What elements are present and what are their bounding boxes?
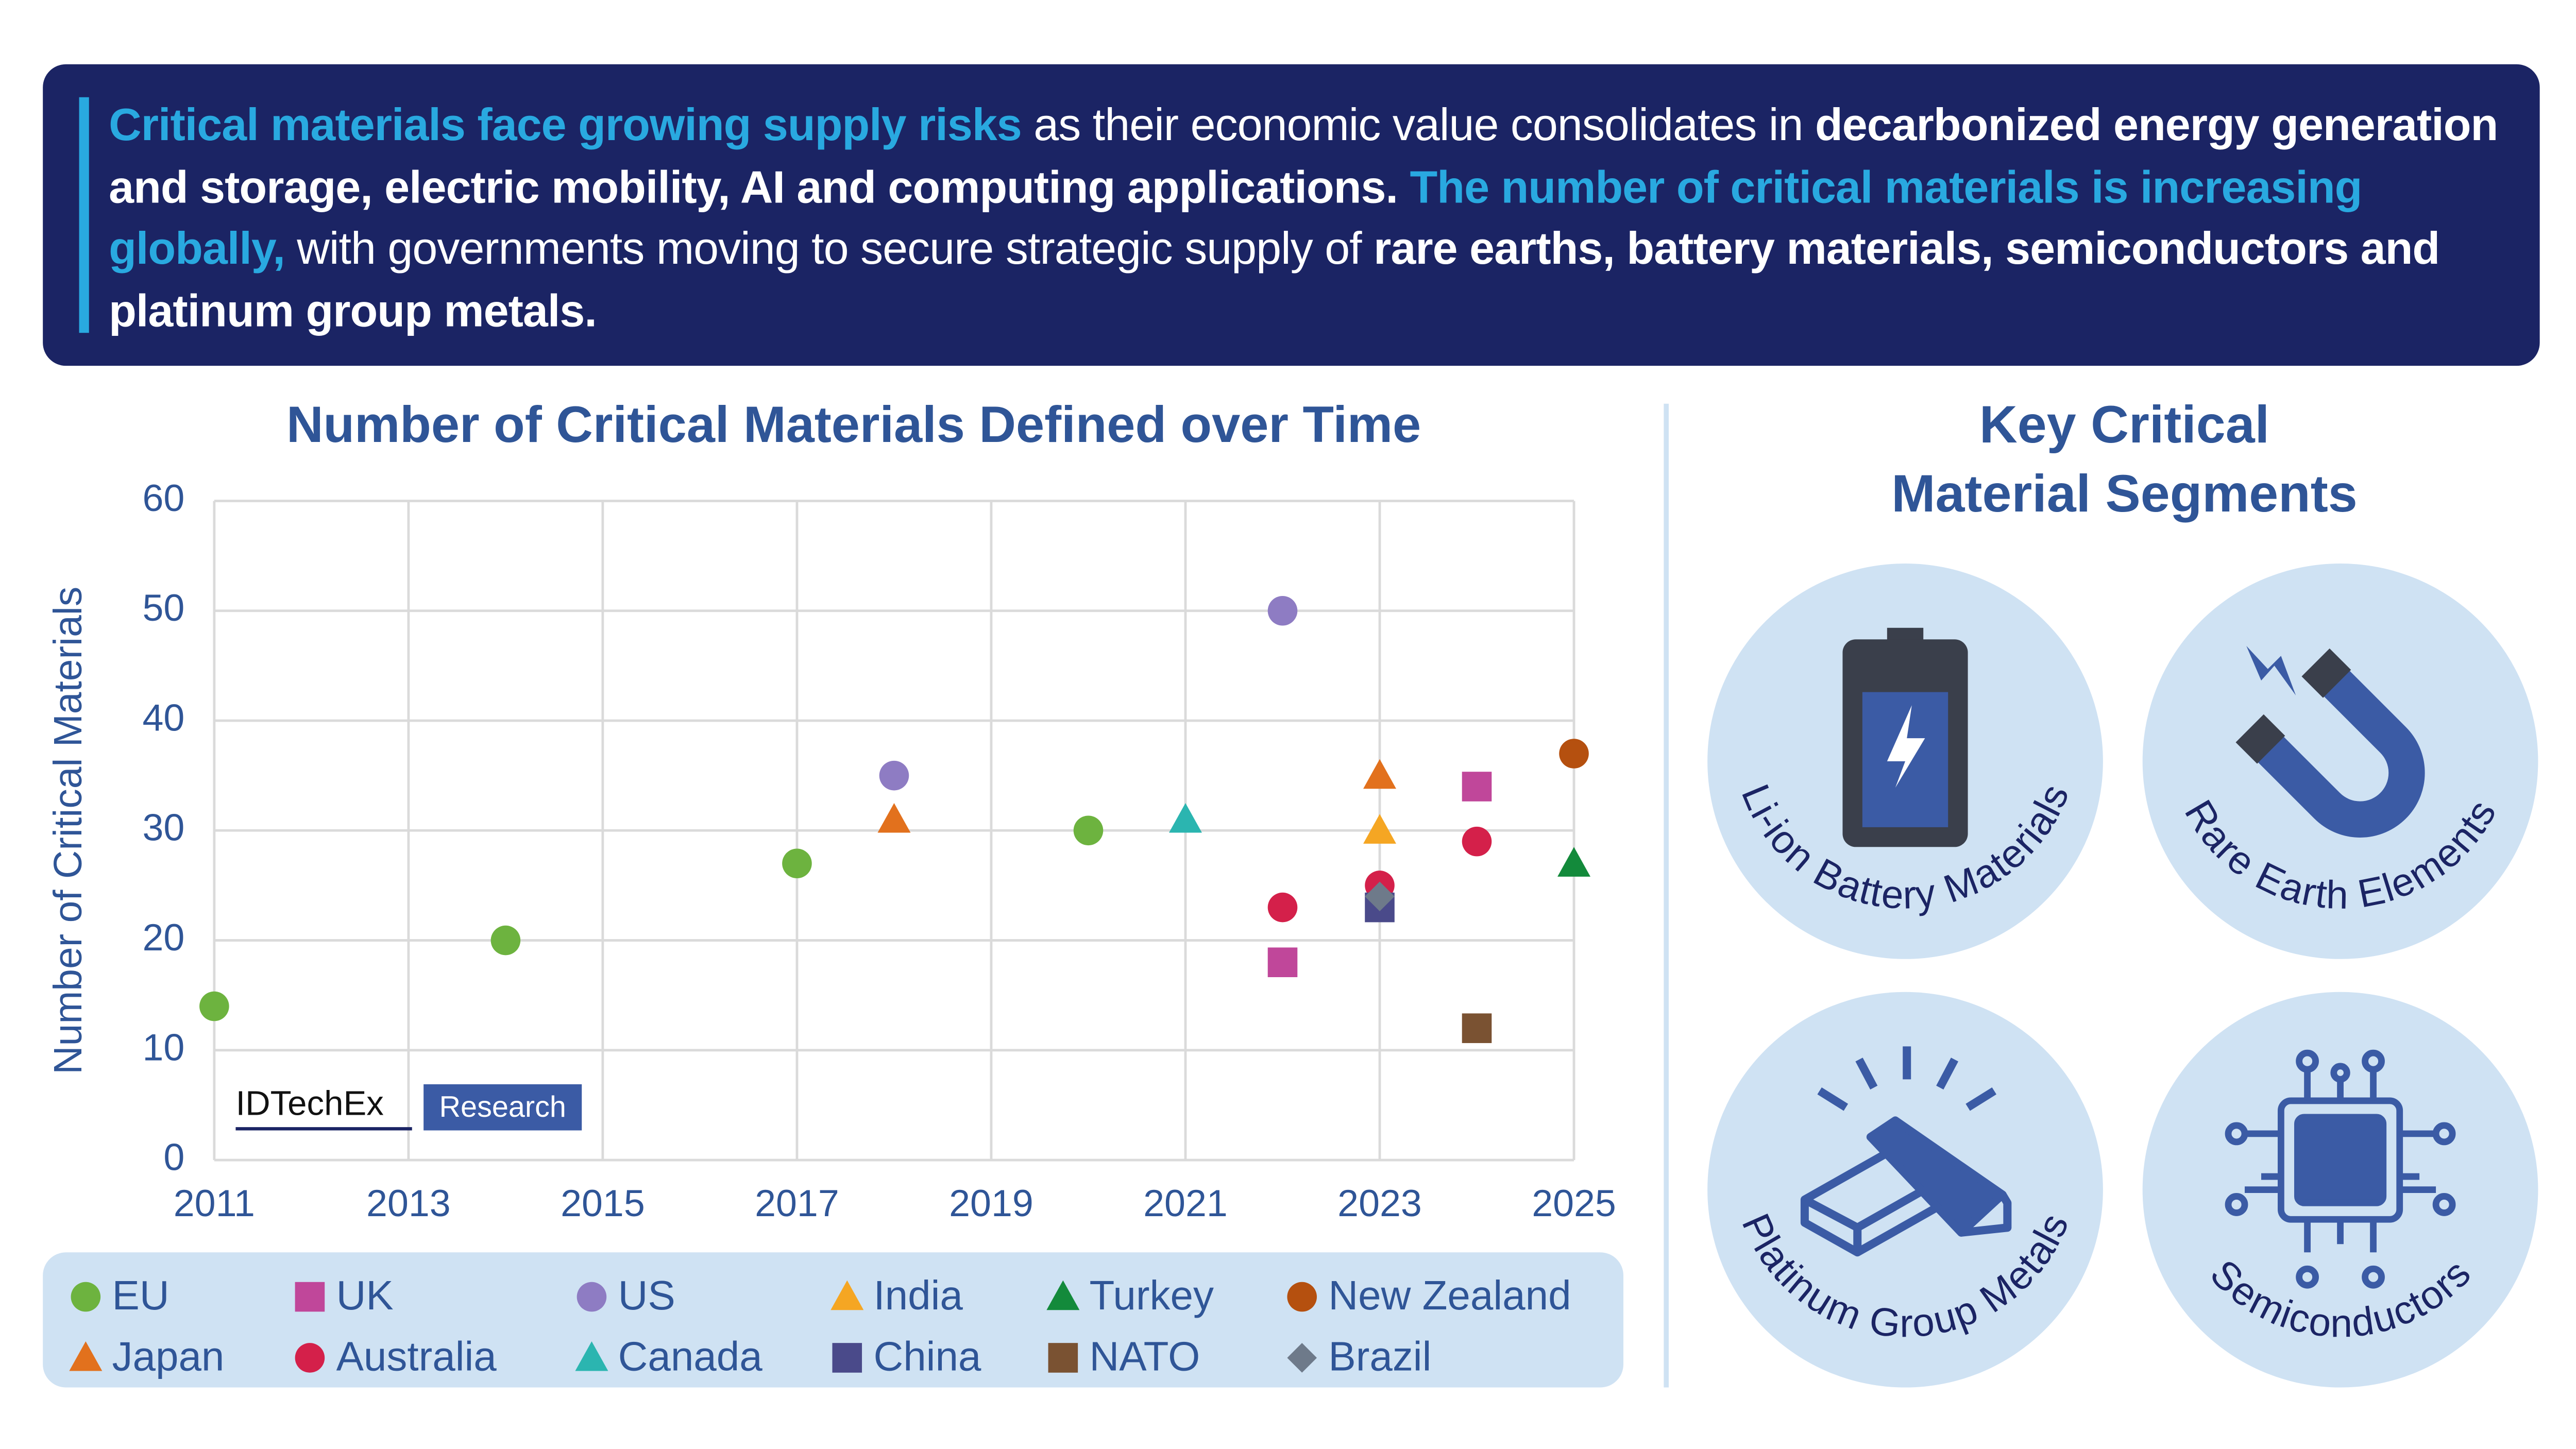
y-tick-label: 10 [142,1026,184,1068]
banner-segment: as their economic value consolidates in [1021,98,1815,150]
y-tick-label: 20 [142,916,184,959]
legend-marker [831,1280,864,1310]
data-point [1073,815,1104,846]
y-tick-label: 30 [142,806,184,849]
y-tick-label: 50 [142,586,184,629]
logo-tag: Research [439,1090,566,1123]
data-point [1462,826,1492,857]
x-tick-label: 2013 [366,1182,451,1224]
banner-text: Critical materials face growing supply r… [109,94,2515,341]
data-point [490,925,521,956]
series [1557,847,1591,877]
y-tick-label: 60 [142,476,184,519]
logo: IDTechEx Research [235,1084,582,1131]
series [1559,739,1589,769]
legend-marker [295,1343,325,1373]
legend-marker [1046,1280,1080,1310]
legend-marker [69,1341,103,1371]
legend-label: Australia [336,1333,497,1379]
x-tick-label: 2015 [561,1182,645,1224]
data-point [1557,847,1591,877]
legend-label: NATO [1090,1333,1200,1379]
legend-box [43,1252,1623,1388]
chip-icon [2225,1049,2456,1289]
panel-title: Material Segments [1891,464,2358,523]
banner-segment: with governments moving to secure strate… [284,222,1374,274]
data-point [1267,947,1298,977]
logo-tag-box [423,1084,582,1131]
legend-marker [575,1341,608,1371]
data-point [782,848,812,879]
data-point [1363,814,1396,844]
series [879,595,1298,791]
series [1267,772,1492,977]
legend-label: US [618,1272,675,1318]
banner: Critical materials face growing supply r… [43,64,2540,366]
x-tick-label: 2021 [1143,1182,1228,1224]
legend-label: China [873,1333,981,1379]
series [1363,814,1396,844]
banner-segment: decarbonized energy generation and stora… [109,98,2498,212]
legend-label: New Zealand [1328,1272,1571,1318]
x-tick-label: 2011 [174,1182,255,1224]
x-tick-label: 2019 [949,1182,1033,1224]
data-point [1363,759,1396,789]
legend-label: Japan [112,1333,225,1379]
panel-title: Key Critical [1979,395,2269,454]
banner-segment: The number of critical materials is incr… [109,160,2362,274]
magnet-icon [2235,646,2425,838]
data-point [1267,892,1298,923]
legend-label: Brazil [1328,1333,1431,1379]
legend-marker [1287,1282,1317,1312]
series [877,759,1396,833]
x-tick-label: 2025 [1532,1182,1616,1224]
legend-marker [295,1282,325,1312]
y-tick-label: 40 [142,696,184,739]
battery-icon [1842,627,1968,847]
gold-bars-icon [1800,1046,2012,1257]
segment-circle [2142,564,2538,959]
legend-label: Canada [618,1333,763,1379]
logo-name: IDTechEx [235,1084,383,1122]
data-point [877,803,911,833]
data-point [879,760,909,791]
y-tick-label: 0 [163,1136,184,1179]
legend-label: Turkey [1090,1272,1214,1318]
data-point [1168,803,1202,833]
data-point [1267,595,1298,626]
x-tick-label: 2023 [1337,1182,1422,1224]
data-point [1462,1013,1492,1043]
legend-marker [71,1282,101,1312]
banner-segment: rare earths, battery materials, semicond… [109,222,2440,335]
data-point [1559,739,1589,769]
banner-accent [79,97,89,333]
series [1462,1013,1492,1043]
legend-label: EU [112,1272,170,1318]
data-point [1462,772,1492,802]
legend-marker [832,1343,862,1373]
banner-segment: Critical materials face growing supply r… [109,98,1022,150]
legend-label: India [873,1272,963,1318]
data-point [199,991,229,1021]
series [1168,803,1202,833]
legend-marker [1048,1343,1078,1373]
y-axis-label: Number of Critical Materials [46,587,90,1075]
x-tick-label: 2017 [755,1182,839,1224]
legend-label: UK [336,1272,394,1318]
legend-marker [577,1282,607,1312]
series [199,815,1104,1021]
chart-title: Number of Critical Materials Defined ove… [286,396,1421,453]
segment-circle [1707,992,2103,1388]
